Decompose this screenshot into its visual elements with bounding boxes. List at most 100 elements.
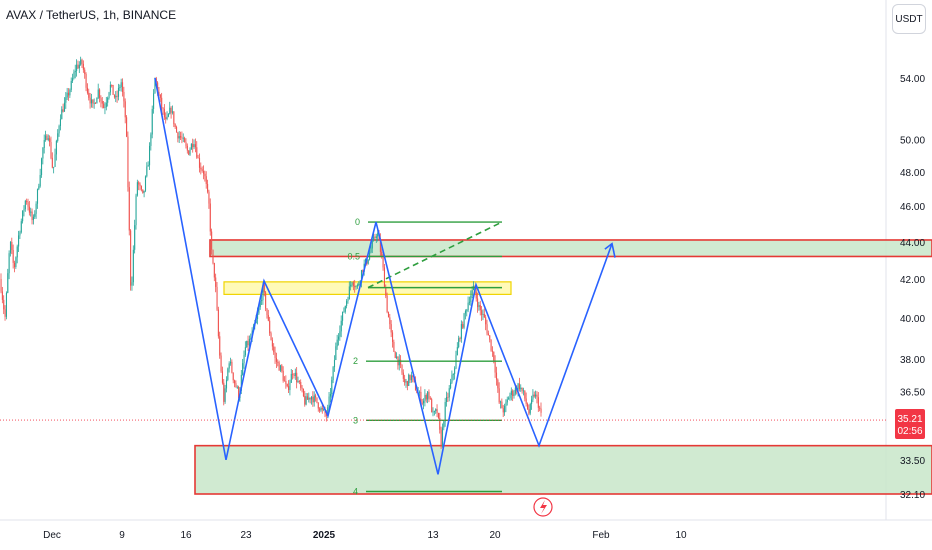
candle-body: [489, 335, 491, 340]
candle-body: [267, 315, 269, 321]
candle-body: [42, 147, 44, 159]
candle-body: [31, 211, 33, 221]
candle-body: [108, 92, 110, 98]
candle-body: [323, 409, 325, 411]
candle-body: [304, 396, 306, 405]
candle-body: [186, 145, 188, 151]
candle-body: [5, 292, 7, 317]
candle-body: [493, 351, 495, 361]
candle-body: [15, 257, 17, 268]
candle-body: [130, 230, 132, 286]
candle-body: [26, 200, 28, 203]
candle-body: [505, 402, 507, 407]
candle-body: [350, 284, 352, 287]
candle-body: [343, 311, 345, 313]
candle-body: [440, 429, 442, 447]
candle-body: [367, 259, 369, 264]
candle-body: [143, 190, 145, 193]
candle-body: [104, 107, 106, 108]
candle-body: [153, 93, 155, 109]
candle-body: [139, 184, 141, 187]
candle-body: [455, 355, 457, 369]
fib-label-1: 0.5: [347, 251, 360, 261]
y-tick-label: 42.00: [900, 275, 925, 286]
candle-body: [500, 401, 502, 403]
candle-body: [59, 119, 61, 126]
y-axis[interactable]: 54.00 50.00 48.00 46.00 44.00 42.00 40.00 38.00…: [895, 74, 925, 501]
candle-body: [45, 135, 47, 141]
candle-body: [305, 396, 307, 405]
candle-body: [424, 395, 426, 401]
candle-body: [428, 391, 430, 399]
candle-body: [243, 355, 245, 364]
candle-body: [197, 157, 199, 159]
candle-body: [481, 310, 483, 315]
candle-body: [12, 250, 14, 263]
candle-body: [446, 396, 448, 402]
candle-body: [316, 397, 318, 403]
candle-body: [149, 145, 151, 166]
candle-body: [535, 394, 537, 397]
candle-body: [161, 97, 163, 108]
candle-body: [532, 394, 534, 400]
candle-body: [0, 279, 2, 292]
candle-body: [459, 338, 461, 340]
candle-body: [327, 407, 329, 417]
candle-body: [72, 78, 74, 81]
grid: [0, 0, 932, 521]
fib-label-3: 2: [353, 356, 358, 366]
candle-body: [394, 351, 396, 358]
x-tick-label: 20: [489, 530, 501, 541]
x-axis[interactable]: Dec 9 16 23 2025 13 20 Feb 10: [43, 530, 687, 541]
candle-body: [112, 84, 114, 95]
candle-body: [356, 285, 358, 287]
candle-body: [329, 394, 331, 397]
misc: [0, 419, 886, 517]
candle-body: [92, 99, 94, 104]
candle-body: [81, 59, 83, 64]
candle-body: [250, 338, 252, 340]
candle-body: [117, 88, 120, 97]
candle-body: [170, 107, 172, 113]
candle-body: [360, 270, 363, 282]
candle-body: [201, 169, 203, 171]
candle-body: [279, 365, 282, 371]
candle-body: [162, 107, 164, 110]
candle-body: [66, 92, 68, 98]
candle-body: [212, 249, 214, 263]
fib-label-5: 4: [353, 487, 358, 497]
currency-button[interactable]: USDT: [892, 4, 926, 34]
candle-body: [467, 302, 469, 311]
candle-body: [198, 158, 201, 168]
candle-body: [208, 191, 210, 204]
candle-body: [107, 97, 109, 103]
candle-body: [238, 387, 240, 399]
candle-body: [35, 203, 37, 214]
candle-body: [379, 239, 381, 252]
candle-body: [90, 99, 93, 104]
candle-body: [508, 398, 510, 400]
candle-body: [504, 406, 506, 413]
candle-body: [100, 98, 102, 102]
candle-body: [69, 89, 71, 96]
lightning-bolt-icon: [540, 500, 547, 514]
candle-body: [231, 361, 233, 373]
candle-body: [248, 338, 250, 346]
candle-body: [134, 225, 136, 250]
candle-body: [540, 408, 542, 413]
candle-body: [294, 372, 296, 376]
candle-body: [275, 357, 277, 362]
candle-body: [32, 216, 34, 221]
candle-body: [7, 273, 9, 293]
candle-body: [339, 331, 341, 337]
candle-body: [189, 149, 191, 155]
current-price-badge: [895, 409, 925, 440]
candle-body: [166, 116, 168, 120]
candle-body: [242, 363, 244, 375]
candle-body: [311, 396, 313, 400]
candle-body: [38, 186, 40, 190]
candle-body: [389, 317, 391, 325]
candle-body: [61, 109, 63, 120]
candle-body: [182, 137, 184, 139]
